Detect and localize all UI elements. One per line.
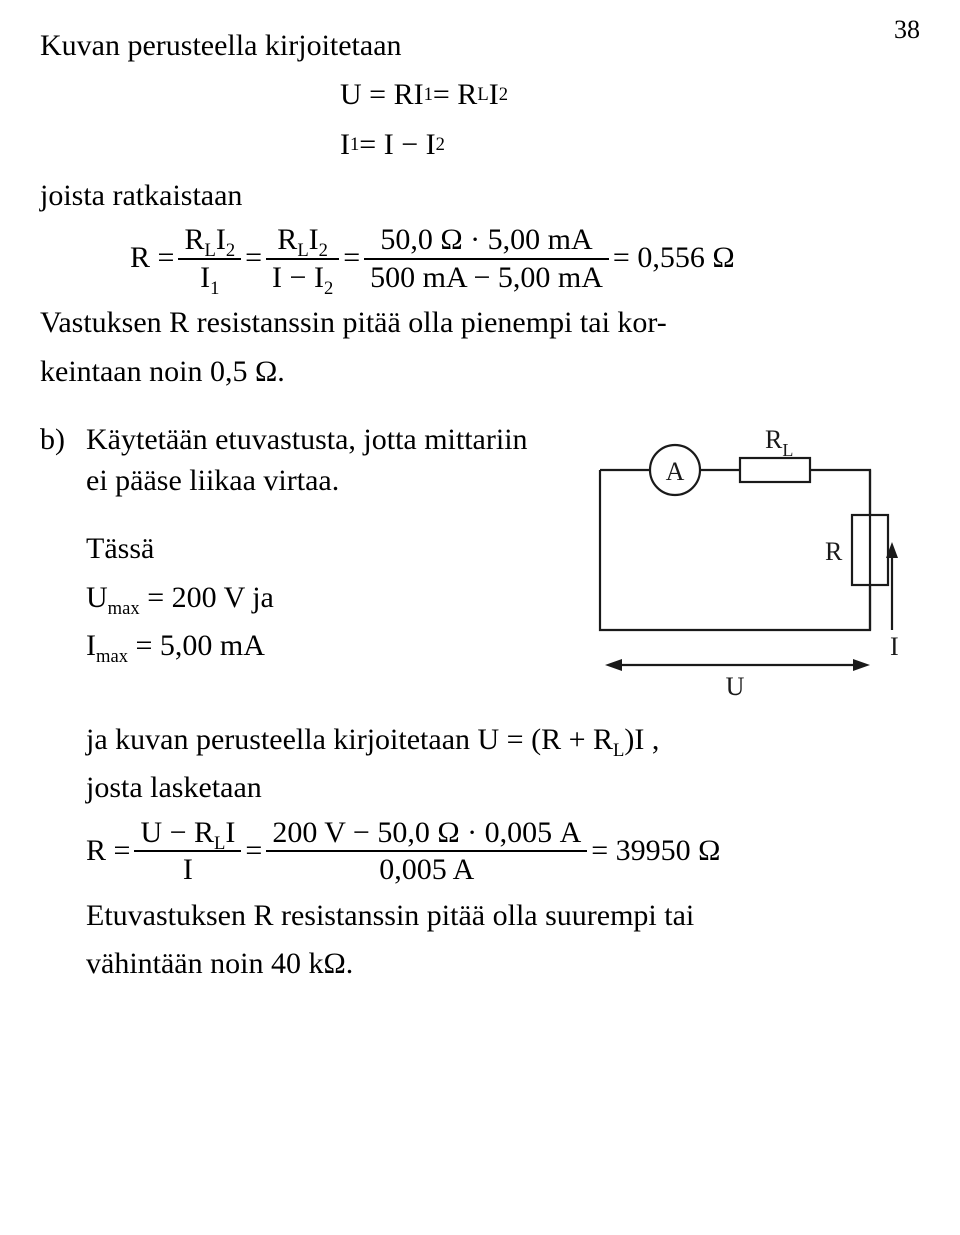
umax-a: U	[86, 581, 108, 614]
imax-b: = 5,00 mA	[128, 629, 265, 662]
circuit-diagram: A RL R I	[570, 400, 900, 712]
imax-a: I	[86, 629, 96, 662]
tassa-block: Tässä Umax = 200 V ja Imax = 5,00 mA	[86, 529, 556, 667]
eq3-f3-num: 50,0 Ω · 5,00 mA	[364, 224, 609, 260]
eq3-f1-den-s1: 1	[210, 278, 219, 299]
eq3-f1-num-a: R	[184, 223, 204, 256]
eq3-f2-num-b: I	[309, 223, 319, 256]
eq5-frac-1: U − RLI I	[134, 817, 241, 886]
eq3-f2-num-s2: 2	[319, 240, 328, 261]
paragraph-last-2: vähintään noin 40 kΩ.	[86, 944, 900, 985]
circuit-label-u: U	[726, 672, 745, 700]
umax-sub: max	[108, 598, 140, 619]
eq3-eq-1: =	[245, 238, 262, 279]
paragraph-intro: Kuvan perusteella kirjoitetaan	[40, 26, 900, 67]
eq5-eq-1: =	[245, 831, 262, 872]
equation-3: R = RLI2 I1 = RLI2 I − I2 = 50,0 Ω · 5,0…	[40, 224, 900, 293]
eq3-f1-num-sl: L	[204, 240, 215, 261]
kuvan-line: ja kuvan perusteella kirjoitetaan U = (R…	[86, 720, 900, 761]
list-marker-b: b)	[40, 420, 74, 501]
post-tassa: ja kuvan perusteella kirjoitetaan U = (R…	[86, 720, 900, 985]
eq5-f1-num-a: U − R	[140, 816, 214, 849]
eq5-result: = 39950 Ω	[591, 831, 720, 872]
page-number: 38	[894, 12, 920, 47]
list-body-b: Käytetään etuvastusta, jotta mittariin e…	[86, 420, 556, 501]
eq3-f2-den-a: I − I	[272, 261, 324, 294]
list-item-b: b) Käytetään etuvastusta, jotta mittarii…	[40, 420, 556, 501]
eq5-f2-num: 200 V − 50,0 Ω · 0,005 A	[266, 817, 587, 853]
umax-line: Umax = 200 V ja	[86, 578, 556, 619]
kuvan-b: )I ,	[624, 723, 659, 756]
tassa-label: Tässä	[86, 529, 556, 570]
eq3-f2-num-sl: L	[297, 240, 308, 261]
eq3-frac-2: RLI2 I − I2	[266, 224, 339, 293]
section-b: b) Käytetään etuvastusta, jotta mittarii…	[40, 400, 900, 712]
eq3-f3-den: 500 mA − 5,00 mA	[364, 260, 609, 294]
paragraph-last-1: Etuvastuksen R resistanssin pitää olla s…	[86, 896, 900, 937]
paragraph-vastuksen-2: keintaan noin 0,5 Ω.	[40, 352, 900, 393]
eq5-f1-num-sL: L	[214, 833, 225, 854]
circuit-label-r: R	[825, 537, 843, 566]
eq3-result: = 0,556 Ω	[613, 238, 735, 279]
eq2-text-a: I	[340, 125, 350, 166]
imax-line: Imax = 5,00 mA	[86, 626, 556, 667]
page: 38 Kuvan perusteella kirjoitetaan U = RI…	[0, 0, 960, 1235]
circuit-label-i: I	[890, 632, 899, 661]
paragraph-vastuksen-1: Vastuksen R resistanssin pitää olla pien…	[40, 303, 900, 344]
eq1-text-a: U = RI	[340, 75, 424, 116]
eq5-r: R =	[86, 831, 130, 872]
eq3-eq-2: =	[343, 238, 360, 279]
eq5-f1-num-b: I	[225, 816, 235, 849]
eq5-f2-den: 0,005 A	[266, 852, 587, 886]
equation-1: U = RI 1 = R L I 2	[40, 75, 900, 116]
eq3-r: R =	[130, 238, 174, 279]
eq3-frac-1: RLI2 I1	[178, 224, 241, 293]
kuvan-a: ja kuvan perusteella kirjoitetaan U = (R…	[86, 723, 613, 756]
josta-line: josta lasketaan	[86, 768, 900, 809]
equation-5: R = U − RLI I = 200 V − 50,0 Ω · 0,005 A…	[86, 817, 900, 886]
paragraph-joista: joista ratkaistaan	[40, 176, 900, 217]
eq1-text-i: I	[489, 75, 499, 116]
circuit-svg: A RL R I	[570, 400, 900, 700]
circuit-label-rl: RL	[765, 425, 793, 460]
eq5-f1-den: I	[134, 852, 241, 886]
umax-b: = 200 V ja	[140, 581, 274, 614]
kuvan-sL: L	[613, 740, 624, 761]
circuit-label-a: A	[666, 457, 685, 486]
imax-sub: max	[96, 646, 128, 667]
eq3-f1-den-a: I	[200, 261, 210, 294]
eq3-f2-den-s2: 2	[324, 278, 333, 299]
eq5-frac-2: 200 V − 50,0 Ω · 0,005 A 0,005 A	[266, 817, 587, 886]
eq3-f1-num-s2: 2	[226, 240, 235, 261]
eq2-text-b: = I − I	[359, 125, 435, 166]
eq3-frac-3: 50,0 Ω · 5,00 mA 500 mA − 5,00 mA	[364, 224, 609, 293]
equation-2: I 1 = I − I 2	[40, 125, 900, 166]
eq1-text-b: = R	[433, 75, 477, 116]
eq3-f1-num-b: I	[216, 223, 226, 256]
eq3-f2-num-a: R	[277, 223, 297, 256]
